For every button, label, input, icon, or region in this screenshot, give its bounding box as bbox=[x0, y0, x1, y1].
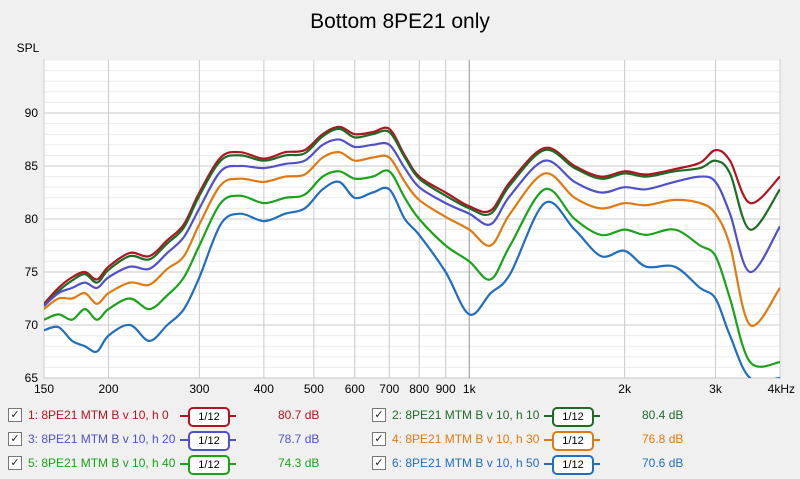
x-tick-label: 4kHz bbox=[768, 382, 795, 396]
legend-item-4: ✓ 4: 8PE21 MTM B v 10, h 30 1/12 76.8 dB bbox=[372, 430, 712, 451]
x-tick-label: 2k bbox=[618, 382, 632, 396]
legend-series-name: 3: 8PE21 MTM B v 10, h 20 bbox=[28, 432, 176, 446]
series-line-4 bbox=[44, 151, 780, 327]
x-tick-label: 3k bbox=[709, 382, 723, 396]
y-axis-label: SPL bbox=[17, 41, 40, 55]
legend-item-5: ✓ 5: 8PE21 MTM B v 10, h 40 1/12 74.3 dB bbox=[8, 454, 348, 475]
legend: ✓ 1: 8PE21 MTM B v 10, h 0 1/12 80.7 dB ✓ 2: … bbox=[0, 404, 800, 479]
x-tick-label: 800 bbox=[409, 382, 429, 396]
x-tick-label: 600 bbox=[345, 382, 365, 396]
y-tick-label: 75 bbox=[25, 265, 39, 279]
smoothing-badge[interactable]: 1/12 bbox=[188, 431, 230, 451]
legend-item-3: ✓ 3: 8PE21 MTM B v 10, h 20 1/12 78.7 dB bbox=[8, 430, 348, 451]
y-tick-label: 65 bbox=[25, 371, 39, 385]
x-tick-label: 200 bbox=[98, 382, 118, 396]
series-visibility-checkbox[interactable]: ✓ bbox=[8, 432, 22, 446]
x-tick-label: 300 bbox=[189, 382, 209, 396]
legend-level-value: 80.4 dB bbox=[642, 408, 684, 422]
y-tick-label: 90 bbox=[25, 106, 39, 120]
legend-level-value: 76.8 dB bbox=[642, 432, 684, 446]
legend-series-name: 1: 8PE21 MTM B v 10, h 0 bbox=[28, 408, 169, 422]
legend-level-value: 78.7 dB bbox=[278, 432, 320, 446]
smoothing-badge[interactable]: 1/12 bbox=[188, 455, 230, 475]
smoothing-badge[interactable]: 1/12 bbox=[188, 407, 230, 427]
tick-labels: 150 200 300 400 500 600 700 800 900 1k 2k 3k 4kHz 65 7… bbox=[25, 106, 795, 396]
smoothing-badge[interactable]: 1/12 bbox=[552, 455, 594, 475]
x-tick-label: 700 bbox=[379, 382, 399, 396]
legend-item-6: ✓ 6: 8PE21 MTM B v 10, h 50 1/12 70.6 dB bbox=[372, 454, 712, 475]
legend-item-1: ✓ 1: 8PE21 MTM B v 10, h 0 1/12 80.7 dB bbox=[8, 406, 348, 427]
y-tick-label: 85 bbox=[25, 159, 39, 173]
smoothing-badge[interactable]: 1/12 bbox=[552, 407, 594, 427]
x-tick-label: 400 bbox=[254, 382, 274, 396]
legend-series-name: 4: 8PE21 MTM B v 10, h 30 bbox=[392, 432, 540, 446]
legend-series-name: 6: 8PE21 MTM B v 10, h 50 bbox=[392, 456, 540, 470]
legend-level-value: 70.6 dB bbox=[642, 456, 684, 470]
x-tick-label: 150 bbox=[34, 382, 54, 396]
smoothing-badge[interactable]: 1/12 bbox=[552, 431, 594, 451]
legend-item-2: ✓ 2: 8PE21 MTM B v 10, h 10 1/12 80.4 dB bbox=[372, 406, 712, 427]
x-tick-label: 1k bbox=[463, 382, 477, 396]
series-visibility-checkbox[interactable]: ✓ bbox=[8, 456, 22, 470]
y-tick-label: 70 bbox=[25, 318, 39, 332]
series-line-1 bbox=[44, 125, 780, 305]
legend-level-value: 80.7 dB bbox=[278, 408, 320, 422]
chart-title: Bottom 8PE21 only bbox=[310, 10, 490, 33]
series-line-3 bbox=[44, 138, 780, 307]
chart: 150 200 300 400 500 600 700 800 900 1k 2k 3k 4kHz 65 7… bbox=[17, 41, 795, 396]
series-line-5 bbox=[44, 169, 780, 368]
series-visibility-checkbox[interactable]: ✓ bbox=[372, 456, 386, 470]
series-visibility-checkbox[interactable]: ✓ bbox=[8, 408, 22, 422]
legend-series-name: 5: 8PE21 MTM B v 10, h 40 bbox=[28, 456, 176, 470]
series-line-2 bbox=[44, 127, 780, 307]
y-tick-label: 80 bbox=[25, 212, 39, 226]
series-visibility-checkbox[interactable]: ✓ bbox=[372, 408, 386, 422]
series-group bbox=[44, 125, 780, 378]
legend-series-name: 2: 8PE21 MTM B v 10, h 10 bbox=[392, 408, 540, 422]
x-tick-label: 500 bbox=[304, 382, 324, 396]
x-tick-label: 900 bbox=[436, 382, 456, 396]
legend-level-value: 74.3 dB bbox=[278, 456, 320, 470]
series-line-6 bbox=[44, 180, 780, 378]
series-visibility-checkbox[interactable]: ✓ bbox=[372, 432, 386, 446]
